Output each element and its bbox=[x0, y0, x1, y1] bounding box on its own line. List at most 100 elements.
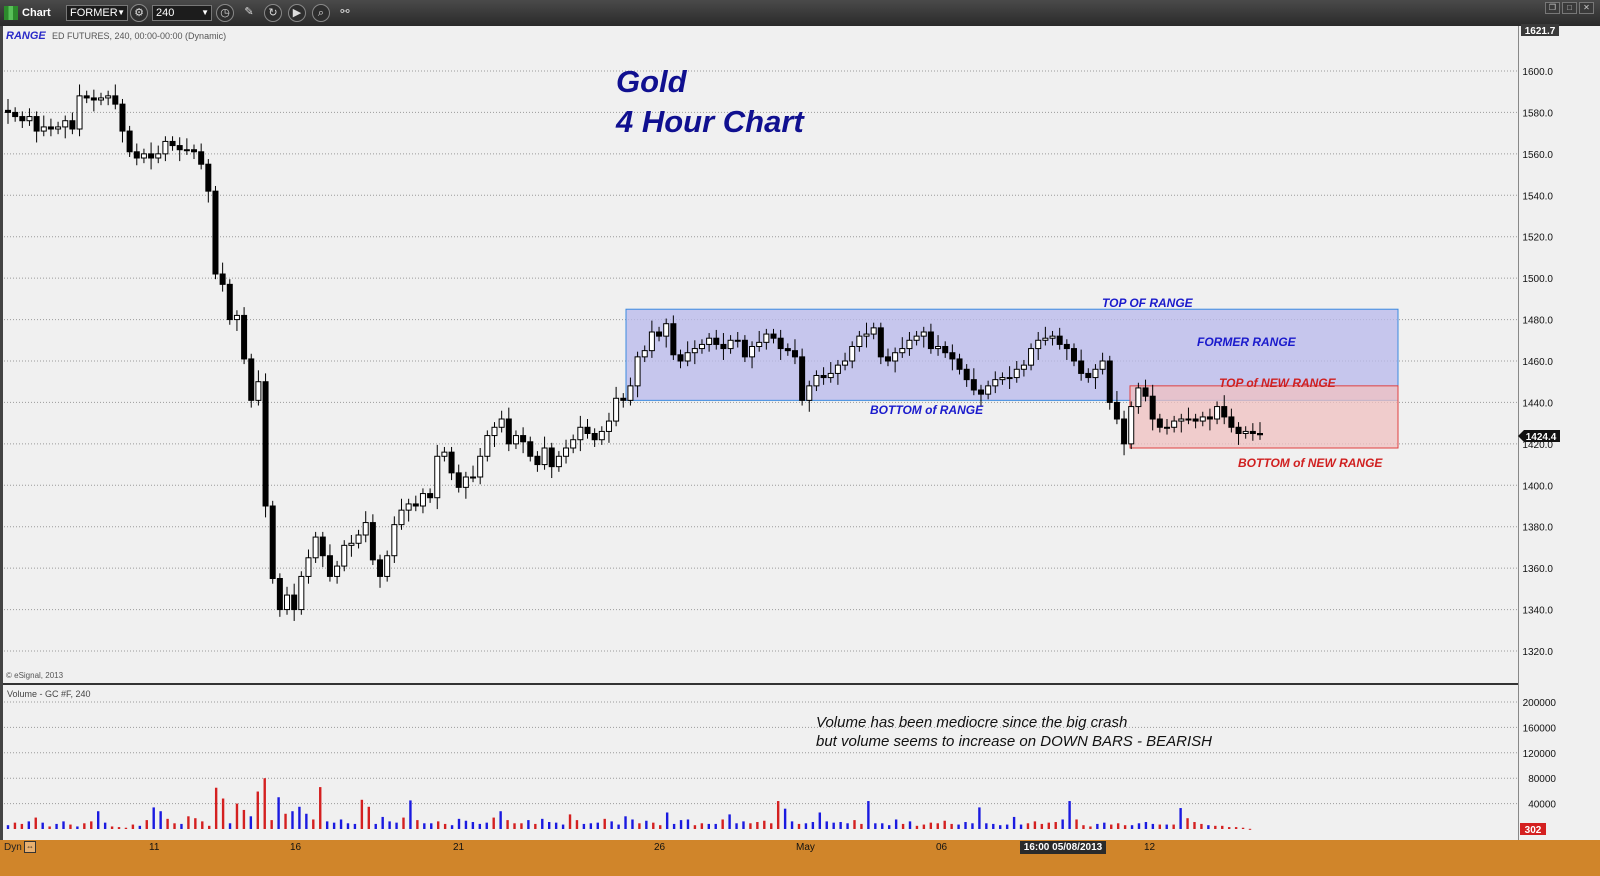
candle-down bbox=[148, 153, 155, 159]
volume-series bbox=[6, 778, 1252, 830]
maximize-icon[interactable]: □ bbox=[1562, 2, 1577, 14]
candle-up bbox=[935, 346, 942, 350]
candle-up bbox=[920, 331, 927, 337]
last-price-text: 1424.4 bbox=[1526, 432, 1557, 443]
candle-down bbox=[1235, 426, 1242, 434]
candle-up bbox=[233, 314, 240, 321]
candle-up bbox=[1042, 337, 1049, 341]
candle-up bbox=[570, 439, 577, 449]
candle-down bbox=[1206, 416, 1213, 420]
candle-up bbox=[1020, 364, 1027, 370]
candle-up bbox=[734, 339, 741, 342]
candle-up bbox=[1099, 360, 1106, 370]
volume-bar-down bbox=[1047, 822, 1050, 829]
refresh-icon[interactable]: ↻ bbox=[264, 4, 282, 22]
candle-up bbox=[605, 420, 612, 432]
volume-bar-up bbox=[478, 823, 482, 829]
play-icon[interactable]: ▶ bbox=[288, 4, 306, 22]
candle-up bbox=[462, 476, 469, 488]
candle-up bbox=[892, 352, 899, 362]
interval-input[interactable]: 240 ▼ bbox=[152, 5, 212, 21]
candle-up bbox=[1171, 420, 1178, 428]
candle-up bbox=[40, 126, 47, 132]
time-scale-icon[interactable]: ⇔ bbox=[24, 841, 36, 853]
volume-bar-down bbox=[1158, 824, 1161, 829]
candle-down bbox=[19, 116, 26, 122]
volume-bar-up bbox=[1179, 808, 1182, 829]
candle-down bbox=[291, 594, 298, 611]
volume-bar-up bbox=[1165, 824, 1168, 829]
symbol-select[interactable]: FORMER ▼ bbox=[66, 5, 128, 21]
time-axis-bar[interactable]: Dyn ⇔ 11 16 21 26 May 06 12 16:00 05/08/2013 bbox=[0, 840, 1600, 876]
time-axis-label: 11 bbox=[149, 842, 160, 853]
candle-down bbox=[112, 95, 119, 105]
volume-bar-up bbox=[1144, 822, 1148, 829]
candle-down bbox=[741, 339, 748, 358]
candle-down bbox=[591, 433, 598, 441]
volume-bar-down bbox=[1123, 825, 1127, 829]
volume-bar-up bbox=[464, 820, 468, 829]
candle-down bbox=[1149, 395, 1156, 420]
volume-bar-up bbox=[686, 819, 690, 829]
volume-bar-down bbox=[1026, 823, 1030, 829]
range-label: RANGE bbox=[6, 30, 46, 42]
volume-bar-up bbox=[527, 820, 530, 829]
last-price-marker: 1424.4 bbox=[1518, 430, 1560, 443]
volume-bar-up bbox=[804, 823, 808, 829]
volume-bar-down bbox=[1200, 823, 1203, 829]
candle-up bbox=[555, 455, 562, 468]
former-range-label: FORMER RANGE bbox=[1197, 335, 1297, 349]
candle-up bbox=[913, 335, 920, 341]
volume-bar-up bbox=[645, 820, 648, 829]
candle-down bbox=[369, 522, 376, 561]
volume-bar-up bbox=[55, 823, 58, 829]
candle-down bbox=[1085, 372, 1092, 379]
volume-bar-down bbox=[13, 822, 17, 829]
chevron-down-icon: ▼ bbox=[117, 8, 125, 17]
volume-bar-up bbox=[672, 823, 676, 829]
volume-tick-label: 120000 bbox=[1523, 749, 1557, 760]
volume-bar-down bbox=[1110, 824, 1113, 829]
candle-up bbox=[763, 333, 770, 343]
link-icon[interactable]: ⚯ bbox=[340, 6, 350, 18]
candle-down bbox=[176, 145, 183, 151]
volume-bar-up bbox=[783, 808, 787, 829]
volume-bar-up bbox=[548, 822, 551, 829]
zoom-icon[interactable]: ⌕ bbox=[312, 4, 330, 22]
candle-up bbox=[749, 346, 756, 358]
volume-bar-up bbox=[291, 811, 294, 829]
volume-bar-up bbox=[714, 823, 717, 829]
volume-bar-up bbox=[6, 825, 10, 829]
candle-up bbox=[627, 385, 634, 401]
volume-bar-down bbox=[1040, 823, 1044, 829]
volume-bar-down bbox=[1172, 824, 1175, 829]
candle-down bbox=[713, 337, 720, 345]
candle-down bbox=[720, 343, 727, 350]
volume-bar-up bbox=[617, 824, 620, 829]
clock-icon[interactable]: ◷ bbox=[216, 4, 234, 22]
volume-bar-up bbox=[839, 822, 842, 829]
volume-bar-up bbox=[887, 825, 891, 829]
volume-bar-up bbox=[339, 819, 343, 829]
candle-down bbox=[548, 447, 555, 468]
candle-up bbox=[419, 493, 426, 507]
candle-up bbox=[1128, 406, 1135, 445]
price-tick-label: 1500.0 bbox=[1522, 274, 1553, 285]
volume-bar-down bbox=[201, 821, 204, 829]
volume-bar-up bbox=[430, 823, 433, 829]
settings-gear-icon[interactable]: ⚙ bbox=[130, 4, 148, 22]
candle-up bbox=[255, 381, 262, 401]
close-icon[interactable]: ✕ bbox=[1579, 2, 1594, 14]
volume-bar-down bbox=[34, 817, 37, 829]
candle-up bbox=[140, 153, 147, 159]
candle-down bbox=[956, 358, 963, 370]
volume-bar-down bbox=[1089, 826, 1092, 829]
volume-bar-up bbox=[985, 823, 988, 829]
volume-bar-up bbox=[811, 822, 815, 829]
volume-bar-down bbox=[721, 819, 724, 829]
restore-icon[interactable]: ❐ bbox=[1545, 2, 1560, 14]
candle-down bbox=[262, 381, 269, 507]
candle-up bbox=[355, 534, 362, 544]
pencil-icon[interactable]: ✎ bbox=[244, 6, 254, 18]
volume-bar-down bbox=[117, 827, 121, 829]
